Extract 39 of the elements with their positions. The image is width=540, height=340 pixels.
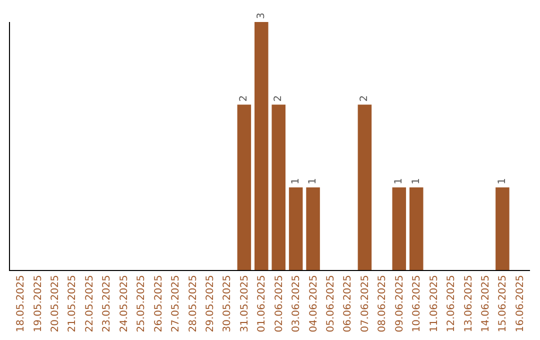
x-tick-label: 05.06.2025	[326, 275, 337, 332]
x-tick-label: 11.06.2025	[428, 275, 440, 332]
x-tick-label: 24.05.2025	[118, 275, 130, 332]
x-tick-label: 14.06.2025	[480, 275, 492, 332]
x-tick-label: 25.05.2025	[136, 275, 148, 332]
data-label: 1	[290, 178, 302, 184]
x-tick-label: 07.06.2025	[360, 275, 371, 332]
x-tick-label: 29.05.2025	[204, 275, 216, 332]
x-tick-label: 28.05.2025	[188, 275, 199, 332]
data-label: 1	[410, 178, 422, 184]
x-tick-label: 31.05.2025	[239, 275, 250, 332]
data-label: 1	[394, 178, 405, 184]
x-tick-label: 10.06.2025	[412, 275, 423, 332]
x-tick-label: 12.06.2025	[446, 275, 458, 332]
x-tick-label: 06.06.2025	[342, 275, 354, 332]
x-tick-label: 13.06.2025	[463, 275, 474, 332]
data-label: 1	[308, 178, 319, 184]
x-tick-label: 18.05.2025	[16, 275, 27, 332]
x-tick-label: 16.06.2025	[514, 275, 526, 332]
x-tick-label: 26.05.2025	[153, 275, 164, 332]
x-tick-label: 23.05.2025	[102, 275, 113, 332]
data-label: 2	[238, 95, 250, 102]
x-tick-label: 22.05.2025	[84, 275, 96, 332]
x-tick-label: 15.06.2025	[498, 275, 509, 332]
data-label: 2	[359, 95, 370, 102]
x-tick-label: 03.06.2025	[291, 275, 302, 332]
x-tick-label: 20.05.2025	[50, 275, 62, 332]
data-label: 2	[273, 95, 284, 102]
x-tick-label: 21.05.2025	[67, 275, 78, 332]
data-label: 1	[496, 178, 508, 184]
x-tick-label: 27.05.2025	[170, 275, 182, 332]
x-tick-label: 02.06.2025	[274, 275, 285, 332]
x-tick-label: 30.05.2025	[222, 275, 234, 332]
x-tick-label: 19.05.2025	[32, 275, 44, 332]
x-tick-label: 01.06.2025	[256, 275, 268, 332]
x-tick-label: 04.06.2025	[308, 275, 320, 332]
x-tick-label: 08.06.2025	[377, 275, 388, 332]
data-label: 3	[256, 12, 267, 19]
x-tick-label: 09.06.2025	[394, 275, 406, 332]
